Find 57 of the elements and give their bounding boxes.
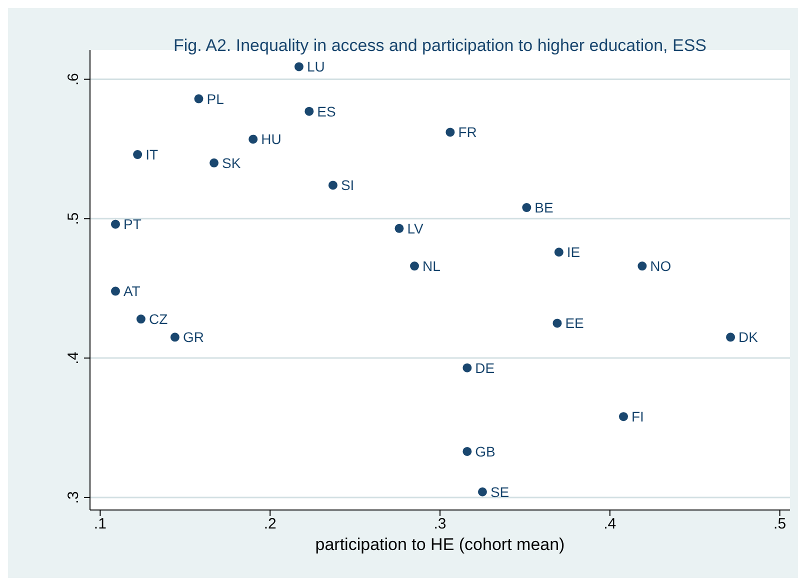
point — [110, 220, 120, 229]
chart-title: Fig. A2. Inequality in access and participation to higher education, ESS — [172, 36, 708, 56]
annotation: LU — [306, 58, 325, 75]
x-tick-label: .5 — [774, 516, 786, 533]
y-tick-label: .3 — [65, 491, 82, 504]
point — [248, 134, 258, 144]
point — [133, 150, 142, 160]
annotation: DE — [475, 360, 495, 376]
point — [726, 332, 736, 342]
annotation: LV — [407, 220, 424, 236]
x-tick-label: .1 — [94, 516, 106, 533]
y-tick-label: .5 — [65, 212, 82, 225]
point — [110, 286, 120, 296]
x-tick-label: .4 — [604, 516, 616, 533]
annotation: HU — [261, 131, 282, 148]
point — [446, 128, 455, 137]
point — [462, 446, 472, 456]
annotation: BE — [534, 200, 554, 216]
point — [294, 62, 304, 72]
annotation: EE — [565, 315, 584, 332]
annotation: SE — [490, 484, 510, 500]
annotation: FR — [458, 124, 477, 140]
annotation: IT — [146, 146, 158, 163]
point — [328, 180, 338, 190]
point — [136, 314, 146, 324]
point — [394, 224, 404, 233]
y-tick-label: .6 — [65, 73, 82, 86]
annotation: DK — [738, 329, 759, 346]
point — [638, 262, 647, 271]
annotation: CZ — [148, 311, 168, 328]
x-axis-title: participation to HE (cohort mean) — [315, 535, 565, 554]
point — [410, 262, 420, 271]
point — [462, 363, 472, 372]
point — [522, 203, 532, 212]
y-tick-label: .4 — [65, 352, 82, 364]
annotation: GR — [182, 329, 204, 346]
point — [478, 487, 487, 496]
point — [618, 412, 628, 422]
point — [554, 248, 564, 257]
annotation: PL — [206, 90, 224, 107]
annotation: NO — [650, 258, 672, 274]
point — [304, 106, 314, 116]
annotation: SK — [222, 154, 242, 171]
point — [170, 332, 180, 342]
point — [194, 94, 204, 104]
point — [210, 158, 219, 168]
annotation: NL — [422, 258, 441, 274]
annotation: ES — [317, 103, 336, 120]
annotation: IE — [566, 244, 580, 260]
x-tick-label: .2 — [264, 516, 276, 533]
annotation: PT — [123, 216, 142, 232]
annotation: AT — [123, 283, 141, 300]
annotation: FI — [631, 408, 644, 425]
annotation: SI — [340, 177, 354, 194]
x-tick-label: .3 — [434, 516, 446, 533]
point — [552, 318, 562, 328]
annotation: GB — [475, 443, 496, 460]
